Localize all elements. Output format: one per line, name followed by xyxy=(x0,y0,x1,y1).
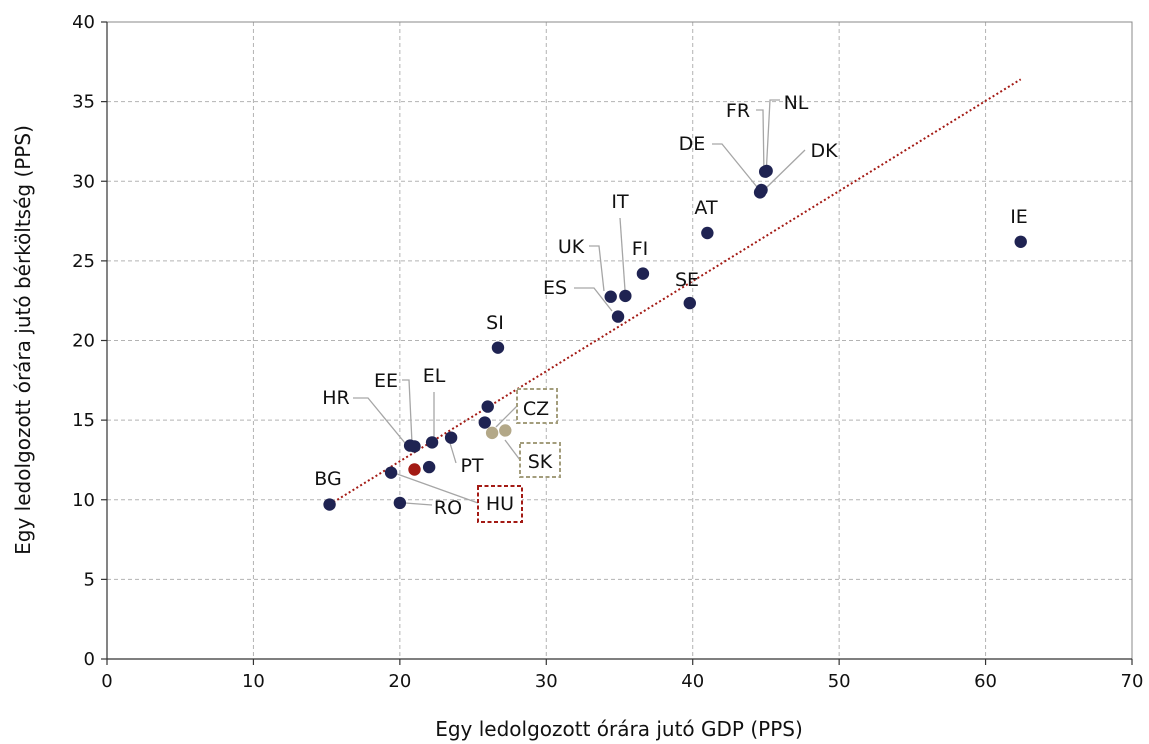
data-point-nl xyxy=(760,164,773,178)
data-point-se xyxy=(683,296,696,310)
point-label-cz: CZ xyxy=(523,398,549,420)
leader-line-hr xyxy=(353,397,406,444)
y-tick-label: 10 xyxy=(72,490,95,511)
x-tick-labels: 0 10 20 30 40 50 60 70 xyxy=(101,658,1144,692)
data-point xyxy=(478,416,491,429)
label-leaders xyxy=(353,99,806,506)
leader-line-cz xyxy=(495,405,518,428)
label-box-sk xyxy=(519,442,561,478)
data-point-pt xyxy=(444,431,458,444)
point-label-ie: IE xyxy=(1010,206,1028,228)
y-tick-label: 5 xyxy=(84,569,95,590)
x-axis-title: Egy ledolgozott órára jutó GDP (PPS) xyxy=(435,717,803,741)
trend-line xyxy=(329,78,1022,506)
x-tick-label: 70 xyxy=(1121,671,1144,692)
data-point-ee xyxy=(408,440,421,453)
data-point xyxy=(422,460,436,474)
leader-line-hu xyxy=(385,469,479,504)
data-point xyxy=(384,466,398,479)
data-point-cz xyxy=(485,426,499,440)
y-tick-label: 40 xyxy=(72,12,95,33)
data-point-dk xyxy=(755,183,768,197)
point-label-el: EL xyxy=(423,365,446,387)
point-label-se: SE xyxy=(675,269,699,291)
point-label-dk: DK xyxy=(810,140,838,162)
x-tick-label: 60 xyxy=(974,671,997,692)
x-tick-label: 50 xyxy=(828,671,851,692)
y-axis-title: Egy ledolgozott órára jutó bérköltség (P… xyxy=(11,125,35,555)
x-tick-label: 20 xyxy=(388,671,411,692)
leader-line-ro xyxy=(404,502,433,506)
leader-line-sk xyxy=(504,439,521,461)
leader-line-nl xyxy=(765,99,780,177)
y-tick-label: 20 xyxy=(72,331,95,352)
data-point-bg xyxy=(323,498,336,511)
x-tick-label: 30 xyxy=(535,671,558,692)
y-tick-label: 30 xyxy=(72,171,95,192)
point-label-de: DE xyxy=(679,133,706,155)
data-point-at xyxy=(701,226,714,240)
point-label-sk: SK xyxy=(528,451,553,473)
data-point-it xyxy=(619,289,632,303)
point-label-ro: RO xyxy=(434,497,462,519)
point-label-si: SI xyxy=(486,312,504,334)
x-tick-label: 40 xyxy=(681,671,704,692)
point-label-hu: HU xyxy=(486,493,514,515)
point-label-ee: EE xyxy=(374,370,398,392)
data-point-ro xyxy=(393,496,407,510)
leader-line-dk xyxy=(764,149,806,190)
point-label-it: IT xyxy=(611,191,629,213)
y-tick-label: 15 xyxy=(72,410,95,431)
data-point-hu xyxy=(408,463,421,476)
x-tick-label: 0 xyxy=(101,671,112,692)
point-label-nl: NL xyxy=(784,92,809,114)
leader-line-de xyxy=(712,143,758,188)
x-tick-label: 10 xyxy=(242,671,265,692)
data-point-fi xyxy=(636,267,650,280)
point-labels: BG RO HU HR EE EL PT CZ SK SI ES UK IT FI SE AT DE DK FR NL… xyxy=(314,92,1028,519)
leader-line-uk xyxy=(589,245,605,292)
label-box-cz xyxy=(516,388,558,424)
data-point-uk xyxy=(604,290,617,303)
data-point-si xyxy=(491,341,505,354)
y-tick-label: 35 xyxy=(72,92,95,113)
y-tick-labels: 0 5 10 15 20 25 30 35 40 xyxy=(72,12,108,670)
point-label-fr: FR xyxy=(726,100,750,122)
leader-line-pt xyxy=(449,442,457,464)
label-box-hu xyxy=(477,485,523,523)
leader-line-it xyxy=(619,217,626,291)
point-label-bg: BG xyxy=(314,468,341,490)
point-label-pt: PT xyxy=(460,455,483,477)
data-point-es xyxy=(611,310,625,323)
data-points xyxy=(323,164,1027,511)
point-label-fi: FI xyxy=(632,238,649,260)
leader-line-ee xyxy=(402,379,413,444)
point-label-at: AT xyxy=(694,197,718,219)
data-point-sk xyxy=(499,424,512,437)
y-tick-label: 25 xyxy=(72,251,95,272)
leader-line-fr xyxy=(756,109,765,177)
label-boxes xyxy=(477,388,561,523)
point-label-es: ES xyxy=(543,277,567,299)
y-tick-label: 0 xyxy=(84,649,95,670)
data-point-ie xyxy=(1014,235,1027,248)
point-label-uk: UK xyxy=(558,236,585,258)
point-label-hr: HR xyxy=(322,387,350,409)
data-point xyxy=(481,400,494,413)
y-gridlines xyxy=(107,101,1132,580)
data-point-el xyxy=(425,436,439,449)
leader-line-es xyxy=(574,287,613,312)
